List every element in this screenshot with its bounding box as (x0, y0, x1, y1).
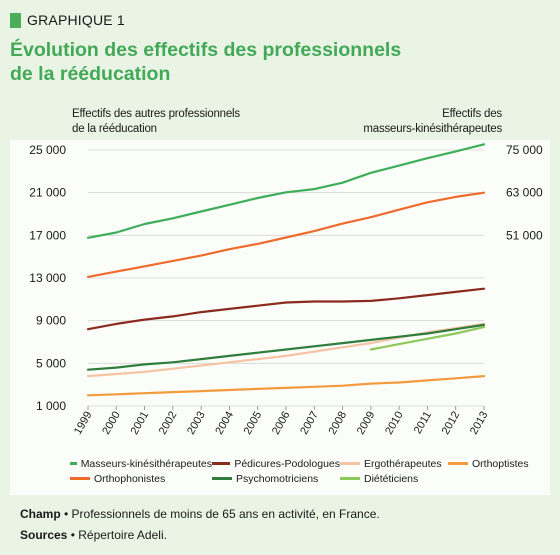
y-right-tick-label: 51 000 (506, 228, 543, 242)
champ-text: • Professionnels de moins de 65 ans en a… (60, 507, 380, 521)
legend-label: Ergothérapeutes (364, 457, 442, 470)
legend-swatch (70, 462, 77, 465)
series-line-5 (86, 323, 486, 371)
y-left-tick-label: 13 000 (29, 271, 66, 285)
legend-swatch (212, 477, 232, 480)
legend-item-orthophonistes: Orthophonistes (70, 473, 212, 485)
series-line-4 (86, 191, 486, 278)
y-left-tick-label: 25 000 (29, 143, 66, 157)
y-right-tick-label: 63 000 (506, 186, 543, 200)
series-line-0 (86, 143, 486, 239)
chart-legend: Masseurs-kinésithérapeutes Pédicures-Pod… (70, 456, 550, 486)
x-tick-label: 2002 (157, 410, 180, 437)
series-line-3 (86, 375, 486, 397)
line-chart: 25 000 21 000 17 000 13 000 9 000 5 000 1 000 7… (29, 143, 543, 437)
y-right-tick-label: 75 000 (506, 143, 543, 157)
legend-swatch (212, 462, 231, 465)
x-tick-label: 2006 (270, 410, 293, 437)
left-axis-title: Effectifs des autres professionnels de l… (72, 107, 240, 137)
legend-row-2: Orthophonistes Psychomotriciens Diététic… (70, 471, 550, 486)
x-tick-label: 2012 (440, 410, 463, 437)
legend-label: Orthoptistes (472, 457, 529, 470)
y-left-tick-label: 17 000 (29, 228, 66, 242)
legend-item-psychomotriciens: Psychomotriciens (212, 473, 340, 485)
legend-label: Masseurs-kinésithérapeutes (80, 457, 212, 470)
sources-note: Sources • Répertoire Adeli. (20, 525, 380, 546)
y-left-tick-label: 9 000 (36, 314, 66, 328)
legend-item-dieteticiens: Diététiciens (340, 473, 418, 485)
legend-label: Psychomotriciens (236, 472, 319, 485)
legend-swatch (448, 462, 468, 465)
right-axis-title: Effectifs des masseurs-kinésithérapeutes (363, 107, 502, 137)
x-tick-label: 1999 (72, 410, 95, 437)
series-line-1 (86, 287, 486, 331)
chart-panel (10, 140, 550, 495)
x-tick-label: 2010 (383, 410, 406, 437)
right-axis-title-line1: Effectifs des (442, 108, 502, 120)
x-tick-label: 2009 (355, 410, 378, 437)
x-tick-label: 2003 (185, 410, 208, 437)
x-tick-label: 2011 (412, 410, 434, 436)
legend-row-1: Masseurs-kinésithérapeutes Pédicures-Pod… (70, 456, 550, 471)
legend-item-masseurs: Masseurs-kinésithérapeutes (70, 458, 212, 470)
legend-label: Orthophonistes (94, 472, 166, 485)
y-left-tick-label: 5 000 (36, 356, 66, 370)
legend-swatch (340, 477, 360, 480)
y-left-tick-label: 1 000 (36, 399, 66, 413)
left-axis-title-line1: Effectifs des autres professionnels (72, 108, 240, 120)
legend-swatch (70, 477, 90, 480)
x-tick-label: 2001 (129, 410, 152, 437)
figure-tag-label: GRAPHIQUE 1 (27, 12, 125, 28)
left-axis-title-line2: de la rééducation (72, 123, 157, 135)
chart-title-line1: Évolution des effectifs des professionne… (10, 39, 402, 61)
x-tick-label: 2005 (242, 410, 265, 437)
sources-text: • Répertoire Adeli. (67, 528, 167, 542)
sources-label: Sources (20, 528, 68, 542)
legend-item-pedicures: Pédicures-Podologues (212, 458, 340, 470)
y-left-tick-label: 21 000 (29, 186, 66, 200)
x-tick-label: 2004 (213, 410, 236, 437)
figure-tag: GRAPHIQUE 1 (10, 12, 125, 28)
x-tick-label: 2000 (100, 410, 123, 437)
x-tick-label: 2013 (468, 410, 491, 437)
tag-square-icon (10, 12, 21, 28)
right-axis-title-line2: masseurs-kinésithérapeutes (363, 123, 502, 135)
legend-swatch (340, 462, 360, 465)
legend-item-ergotherapeutes: Ergothérapeutes (340, 458, 448, 470)
series-line-6 (369, 326, 486, 351)
chart-title: Évolution des effectifs des professionne… (10, 38, 530, 86)
legend-label: Pédicures-Podologues (234, 457, 340, 470)
chart-title-line2: de la rééducation (10, 63, 171, 85)
legend-label: Diététiciens (364, 472, 419, 485)
champ-label: Champ (20, 507, 61, 521)
legend-item-orthoptistes: Orthoptistes (448, 458, 529, 470)
champ-note: Champ • Professionnels de moins de 65 an… (20, 504, 380, 525)
x-tick-label: 2008 (327, 410, 350, 437)
chart-notes: Champ • Professionnels de moins de 65 an… (20, 504, 380, 546)
x-tick-label: 2007 (298, 410, 321, 437)
